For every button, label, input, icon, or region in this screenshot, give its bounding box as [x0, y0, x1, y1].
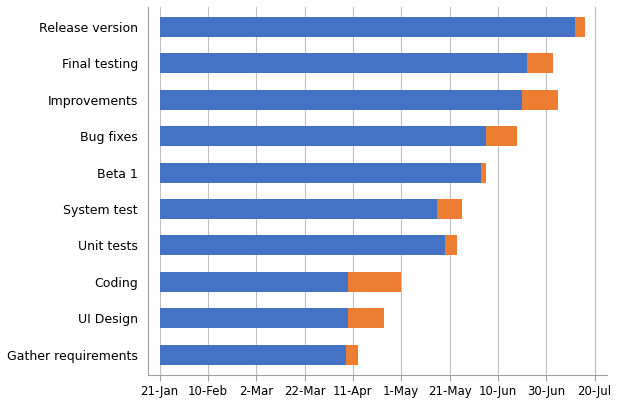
- Bar: [159, 235, 445, 256]
- Bar: [159, 162, 481, 183]
- Bar: [575, 17, 585, 37]
- Bar: [159, 53, 527, 73]
- Bar: [481, 162, 486, 183]
- Bar: [348, 272, 401, 292]
- Bar: [348, 308, 384, 328]
- Bar: [345, 345, 358, 364]
- Bar: [522, 90, 558, 110]
- Bar: [159, 345, 345, 364]
- Bar: [445, 235, 457, 256]
- Bar: [159, 90, 522, 110]
- Bar: [159, 17, 575, 37]
- Bar: [159, 126, 486, 146]
- Bar: [486, 126, 517, 146]
- Bar: [527, 53, 554, 73]
- Bar: [159, 272, 348, 292]
- Bar: [159, 308, 348, 328]
- Bar: [159, 199, 438, 219]
- Bar: [438, 199, 462, 219]
